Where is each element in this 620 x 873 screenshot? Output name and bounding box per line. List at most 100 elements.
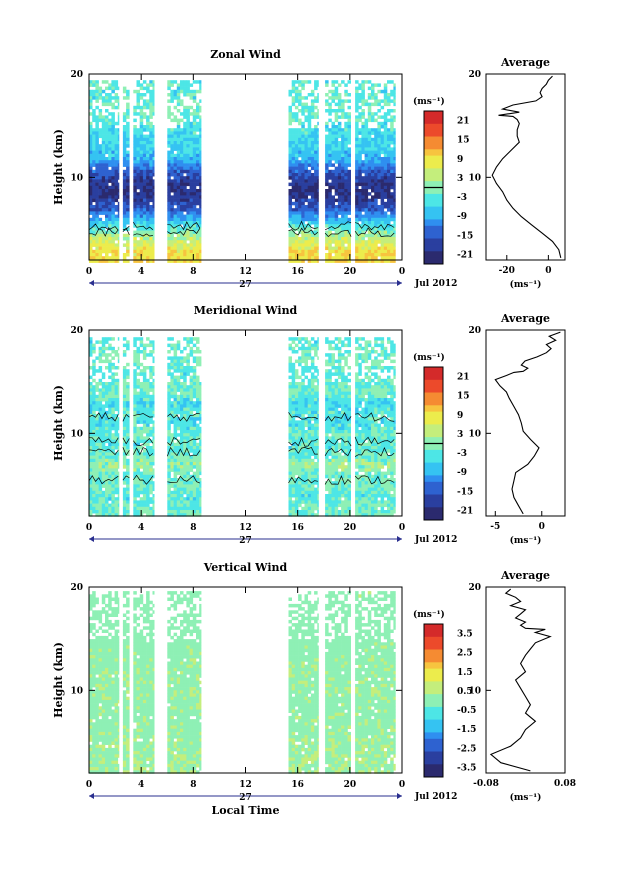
heatmap-cell (126, 131, 130, 135)
heatmap-cell (92, 243, 96, 247)
heatmap-cell (133, 362, 137, 367)
heatmap-cell (111, 433, 115, 437)
heatmap-cell (298, 410, 302, 415)
heatmap-cell (364, 198, 369, 203)
heatmap-cell (307, 112, 312, 116)
heatmap-cell (364, 217, 369, 222)
heatmap-cell (387, 153, 391, 158)
heatmap-cell (136, 96, 140, 100)
heatmap-cell (92, 366, 96, 370)
heatmap-cell (186, 259, 190, 263)
heatmap-cell (380, 176, 385, 180)
heatmap-cell (146, 179, 150, 183)
heatmap-cell (98, 192, 103, 196)
heatmap-cell (331, 256, 335, 260)
heatmap-cell (304, 118, 308, 123)
heatmap-cell (136, 176, 140, 180)
heatmap-cell (173, 221, 178, 225)
heatmap-cell (133, 398, 137, 402)
heatmap-cell (92, 385, 96, 389)
heatmap-cell (142, 189, 147, 193)
heatmap-cell (383, 141, 388, 145)
heatmap-cell (98, 500, 103, 504)
heatmap-cell (173, 366, 178, 370)
heatmap-cell (167, 497, 171, 501)
heatmap-cell (176, 192, 181, 196)
heatmap-cell (108, 430, 112, 434)
heatmap-cell (380, 141, 385, 145)
heatmap-cell (108, 487, 112, 492)
heatmap-cell (146, 398, 150, 402)
heatmap-cell (111, 420, 115, 424)
heatmap-cell (310, 163, 315, 167)
heatmap-cell (331, 153, 335, 158)
heatmap-cell (192, 513, 197, 517)
colorbar-tick-label: -15 (457, 231, 473, 241)
heatmap-cell (186, 128, 190, 132)
heatmap-cell (186, 256, 190, 260)
heatmap-cell (367, 96, 372, 100)
heatmap-cell (361, 144, 365, 148)
heatmap-cell (186, 201, 190, 206)
heatmap-cell (126, 137, 130, 142)
heatmap-cell (371, 131, 375, 135)
heatmap-cell (149, 189, 153, 193)
heatmap-cell (199, 452, 202, 456)
heatmap-cell (136, 182, 140, 187)
heatmap-cell (377, 160, 381, 164)
heatmap-cell (114, 224, 119, 228)
heatmap-cell (307, 137, 312, 142)
heatmap-cell (152, 105, 155, 110)
heatmap-cell (173, 426, 178, 431)
heatmap-cell (358, 237, 362, 241)
heatmap-cell (310, 394, 315, 399)
heatmap-cell (371, 157, 375, 161)
heatmap-cell (334, 233, 339, 238)
heatmap-cell (89, 230, 93, 235)
heatmap-cell (337, 195, 342, 199)
heatmap-cell (136, 80, 140, 84)
heatmap-cell (189, 150, 194, 155)
heatmap-cell (361, 182, 365, 187)
heatmap-cell (317, 115, 319, 119)
heatmap-cell (288, 481, 292, 485)
heatmap-cell (377, 240, 381, 244)
heatmap-cell (291, 378, 296, 383)
heatmap-cell (98, 185, 103, 190)
heatmap-cell (393, 163, 396, 167)
heatmap-cell (186, 439, 190, 444)
heatmap-cell (89, 439, 93, 444)
heatmap-cell (173, 153, 178, 158)
heatmap-cell (101, 195, 106, 199)
heatmap-cell (149, 243, 153, 247)
heatmap-cell (122, 233, 127, 238)
heatmap-cell (173, 253, 178, 257)
heatmap-cell (199, 256, 202, 260)
heatmap-cell (92, 433, 96, 437)
heatmap-cell (383, 237, 388, 241)
heatmap-cell (192, 462, 197, 466)
heatmap-cell (361, 233, 365, 238)
heatmap-cell (98, 253, 103, 257)
heatmap-cell (291, 192, 296, 196)
heatmap-cell (355, 246, 359, 251)
heatmap-cell (142, 372, 147, 376)
heatmap-cell (149, 474, 153, 479)
heatmap-cell (136, 394, 140, 399)
heatmap-cell (139, 163, 144, 167)
heatmap-cell (387, 201, 391, 206)
heatmap-cell (117, 471, 120, 476)
heatmap-cell (341, 211, 345, 215)
heatmap-cell (390, 121, 394, 126)
heatmap-cell (294, 189, 299, 193)
heatmap-cell (367, 256, 372, 260)
heatmap-cell (167, 182, 171, 187)
heatmap-cell (189, 458, 194, 463)
heatmap-cell (122, 112, 127, 116)
heatmap-cell (149, 227, 153, 231)
heatmap-cell (196, 237, 200, 241)
heatmap-cell (344, 230, 348, 235)
heatmap-cell (364, 201, 369, 206)
heatmap-cell (133, 439, 137, 444)
